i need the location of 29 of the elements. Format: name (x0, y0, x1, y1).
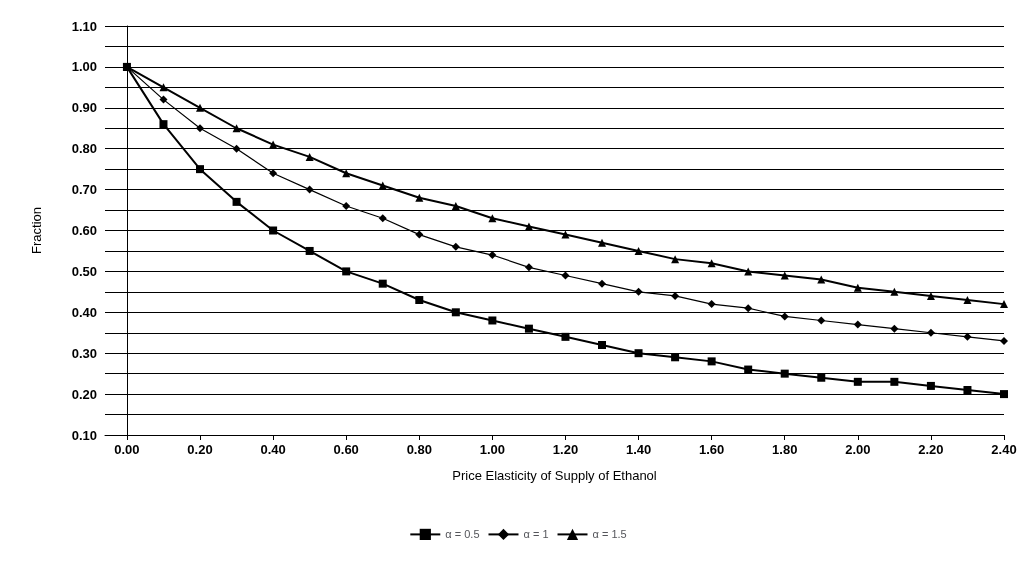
legend-label: α = 0.5 (445, 528, 480, 541)
y-tick-label: 0.80 (71, 141, 97, 157)
y-tick-label: 0.70 (71, 182, 97, 198)
x-tick-label: 0.80 (406, 442, 432, 457)
x-tick-label: 0.60 (333, 442, 359, 457)
y-axis-title: Fraction (29, 207, 44, 254)
x-tick-label: 1.00 (479, 442, 506, 457)
x-tick-label: 1.60 (698, 442, 725, 457)
y-tick-label: 0.40 (71, 304, 97, 320)
y-tick-label: 0.60 (71, 223, 97, 238)
x-tick-label: 0.20 (187, 442, 213, 457)
x-tick-label: 2.20 (918, 442, 944, 457)
legend-label: α = 1 (523, 528, 549, 541)
y-tick-label: 1.00 (71, 59, 97, 75)
x-tick-label: 2.40 (991, 442, 1017, 457)
x-tick-label: 2.00 (845, 442, 871, 457)
x-tick-label: 1.80 (772, 442, 798, 457)
y-tick-label: 0.20 (71, 386, 97, 402)
y-tick-label: 0.90 (71, 100, 97, 116)
legend-label: α = 1.5 (592, 528, 627, 541)
y-tick-label: 0.30 (71, 345, 97, 361)
x-tick-label: 0.00 (114, 442, 140, 457)
x-axis-title: Price Elasticity of Supply of Ethanol (452, 468, 657, 483)
y-tick-label: 0.10 (71, 427, 97, 443)
x-tick-label: 0.40 (260, 442, 286, 457)
y-tick-label: 1.10 (71, 18, 97, 34)
y-tick-label: 0.50 (71, 263, 97, 279)
x-tick-label: 1.40 (625, 442, 652, 457)
x-tick-label: 1.20 (552, 442, 579, 457)
